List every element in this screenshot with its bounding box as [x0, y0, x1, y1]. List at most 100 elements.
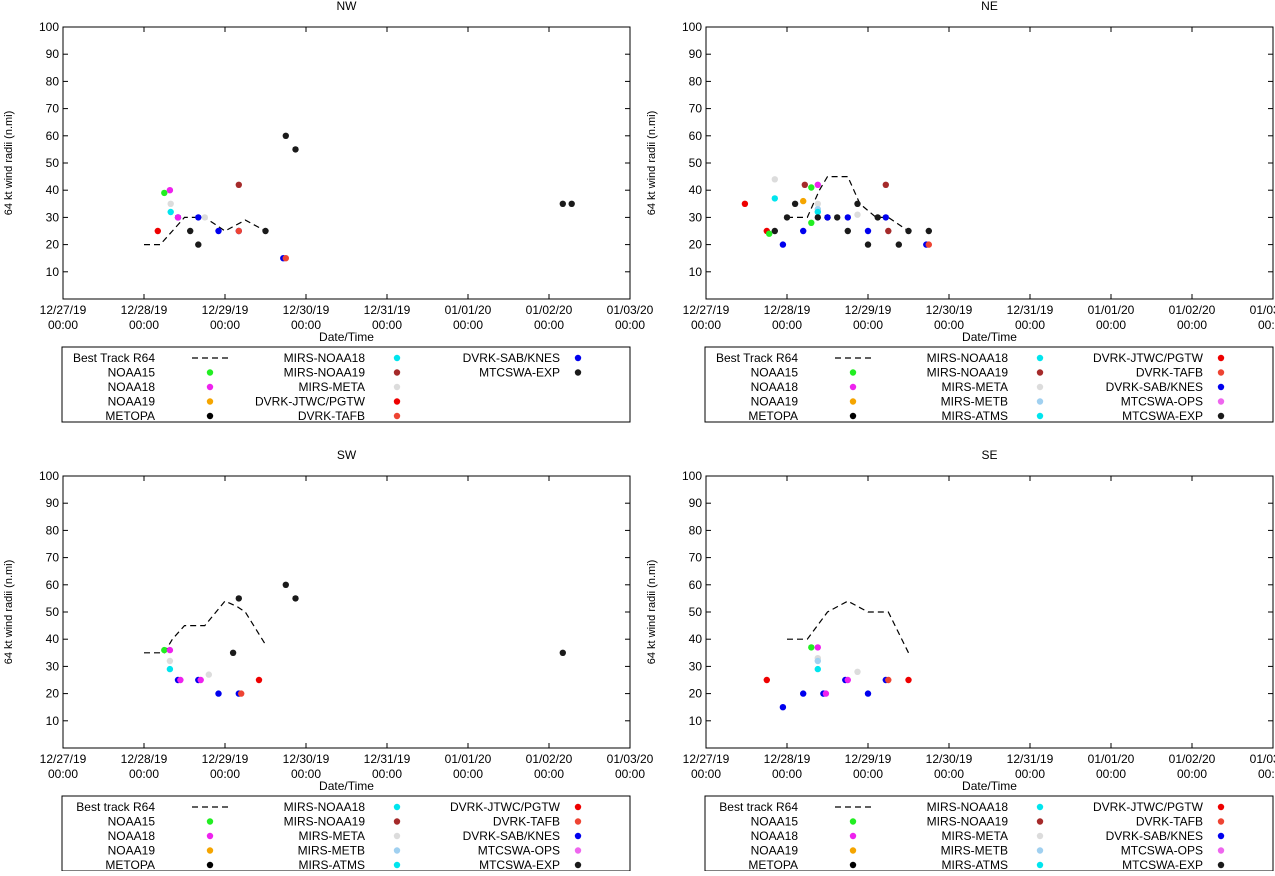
x-tick-date: 01/03/20 [607, 752, 654, 766]
data-point [282, 581, 289, 588]
data-point [791, 200, 799, 207]
legend-dot-swatch [1036, 847, 1044, 854]
data-point [882, 214, 889, 221]
legend-label: Best Track R64 [73, 351, 155, 365]
y-tick-label: 60 [689, 578, 703, 592]
data-point [167, 200, 174, 207]
legend-label: NOAA15 [108, 815, 156, 829]
x-tick-date: 12/31/19 [1007, 303, 1054, 317]
x-tick-date: 12/28/19 [764, 752, 811, 766]
data-point [282, 255, 289, 262]
legend-dot-swatch [393, 861, 401, 869]
y-tick-label: 50 [689, 605, 703, 619]
x-tick-date: 12/30/19 [926, 752, 973, 766]
data-point [854, 211, 861, 218]
data-point [771, 176, 778, 183]
data-point [771, 227, 778, 235]
x-tick-date: 12/31/19 [364, 752, 411, 766]
data-point [783, 214, 791, 221]
data-point [925, 241, 932, 248]
data-point [814, 657, 821, 665]
legend-label: DVRK-SAB/KNES [463, 351, 560, 365]
data-point [844, 676, 851, 684]
y-tick-label: 30 [689, 210, 703, 224]
panel-title: SW [337, 448, 357, 462]
legend-label: NOAA18 [108, 380, 156, 394]
legend-label: MTCSWA-EXP [479, 858, 560, 871]
x-tick-date: 12/27/19 [40, 303, 87, 317]
y-tick-label: 40 [689, 183, 703, 197]
data-point [822, 690, 830, 697]
y-tick-label: 20 [689, 687, 703, 701]
data-point [282, 132, 289, 139]
data-point [882, 181, 889, 188]
legend-dot-swatch [393, 369, 401, 376]
legend-dot-swatch [206, 861, 214, 869]
legend-box [61, 346, 631, 423]
legend-label: NOAA15 [751, 366, 799, 380]
data-point [195, 241, 202, 248]
data-point [801, 181, 808, 188]
legend-dot-swatch [206, 818, 214, 825]
legend-dot-swatch [1217, 369, 1225, 376]
legend-label: MIRS-ATMS [299, 858, 365, 871]
data-point [215, 690, 222, 697]
x-tick-time: 00:00 [534, 767, 564, 781]
legend-dot-swatch [393, 803, 401, 811]
legend-dot-swatch [574, 861, 582, 869]
data-point [808, 644, 815, 651]
legend-label: MIRS-META [299, 829, 365, 843]
data-point [925, 227, 932, 235]
y-tick-label: 100 [39, 20, 59, 34]
y-tick-label: 20 [46, 238, 60, 252]
legend-label: DVRK-TAFB [1136, 366, 1203, 380]
y-tick-label: 80 [46, 74, 60, 88]
x-tick-time: 00:00 [615, 767, 645, 781]
data-point [166, 665, 174, 673]
legend-dot-swatch [393, 412, 401, 420]
x-tick-time: 00:00 [372, 318, 402, 332]
panel-sw: SW 64 kt wind radii (n.mi) 10 20 30 40 50 60 70 8… [3, 448, 654, 872]
data-point [166, 646, 174, 654]
legend-label: DVRK-JTWC/PGTW [255, 395, 366, 409]
x-tick-time: 00:00 [772, 318, 802, 332]
data-point [905, 676, 912, 684]
y-tick-label: 60 [689, 129, 703, 143]
x-tick-date: 12/28/19 [121, 752, 168, 766]
legend-label: MIRS-NOAA19 [927, 366, 1009, 380]
legend-label: MIRS-NOAA19 [284, 815, 366, 829]
best-track-line [787, 600, 910, 654]
legend-label: MIRS-NOAA18 [284, 800, 366, 814]
legend-label: METOPA [748, 858, 798, 871]
x-tick-time: 00:00 [1177, 318, 1207, 332]
data-point [559, 200, 566, 207]
legend-label: NOAA18 [751, 829, 799, 843]
data-point [292, 146, 299, 153]
legend-box [704, 346, 1274, 423]
data-point [874, 214, 881, 221]
legend-dot-swatch [1217, 832, 1225, 840]
x-tick-time: 00:00 [853, 767, 883, 781]
legend-label: Best track R64 [719, 800, 798, 814]
legend-label: METOPA [105, 858, 155, 871]
x-tick-date: 01/02/20 [526, 752, 573, 766]
data-point [814, 181, 821, 188]
data-point [814, 214, 821, 221]
x-tick-time: 00:00 [453, 767, 483, 781]
legend-label: MTCSWA-OPS [1121, 395, 1203, 409]
x-tick-date: 12/28/19 [764, 303, 811, 317]
y-axis-label: 64 kt wind radii (n.mi) [3, 111, 15, 216]
legend-label: MTCSWA-EXP [1122, 409, 1203, 423]
x-tick-date: 01/03/20 [1250, 752, 1275, 766]
legend-dot-swatch [1036, 803, 1044, 811]
legend-label: MIRS-NOAA18 [927, 800, 1009, 814]
data-point [766, 230, 773, 237]
legend-label: DVRK-SAB/KNES [1106, 380, 1203, 394]
legend-dot-swatch [1036, 832, 1044, 840]
y-tick-label: 60 [46, 578, 60, 592]
y-axis-label: 64 kt wind radii (n.mi) [3, 560, 15, 665]
legend-dot-swatch [849, 847, 857, 854]
